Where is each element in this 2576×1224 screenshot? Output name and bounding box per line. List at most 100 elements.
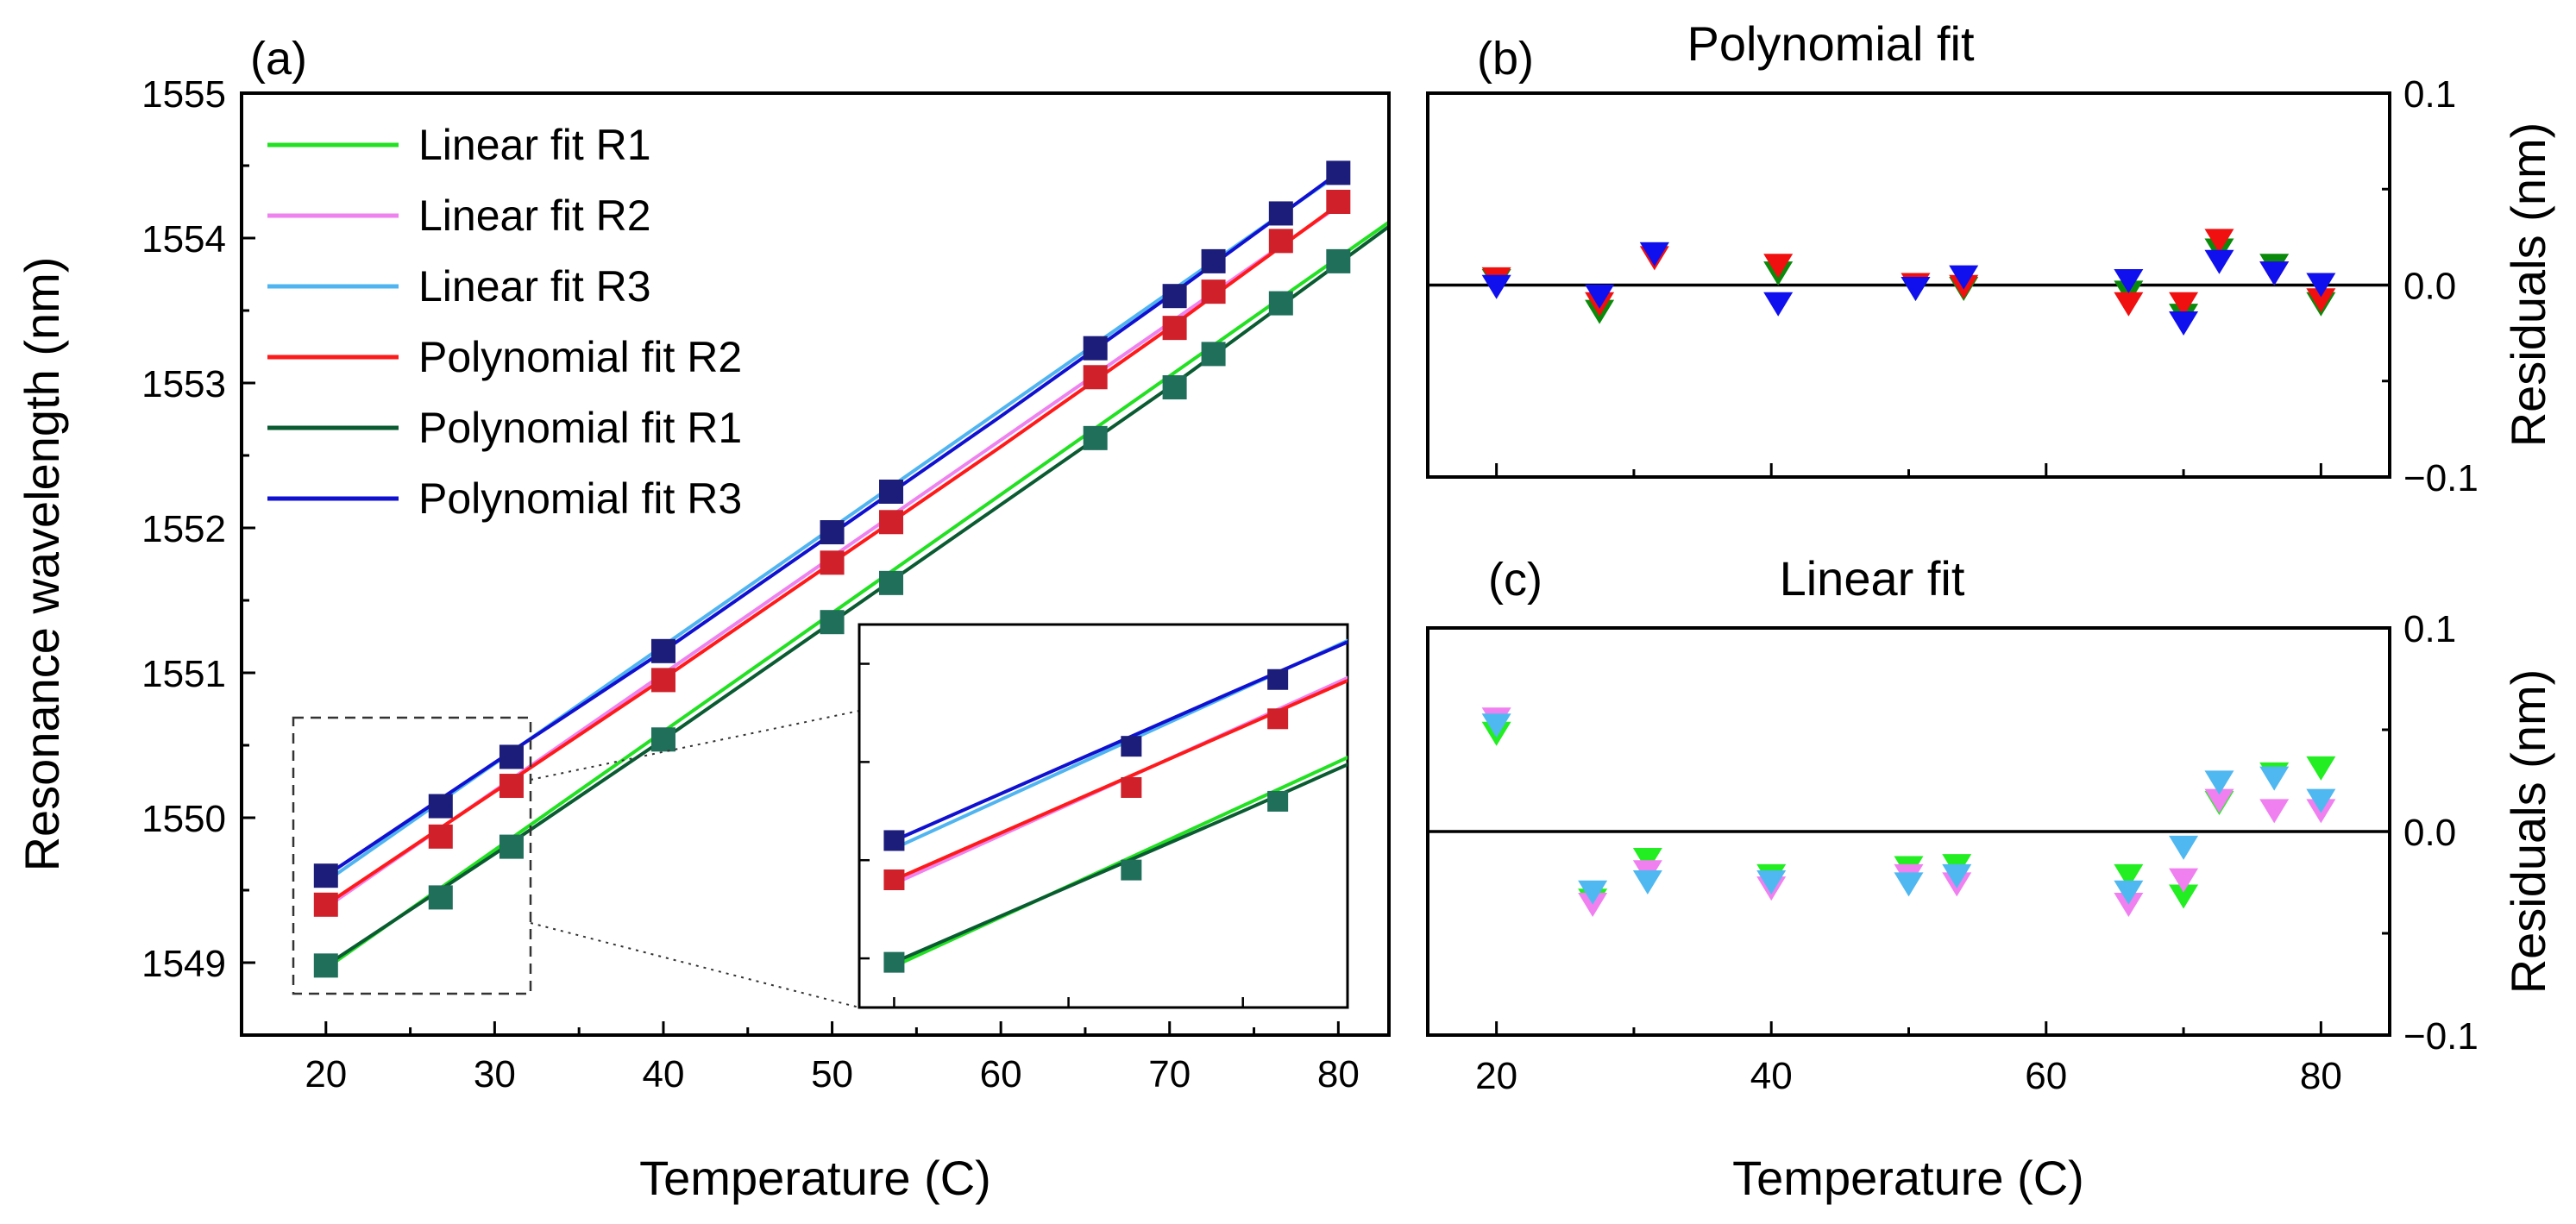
- residual-point-r3: [1578, 880, 1608, 905]
- data-point-r2: [820, 550, 845, 575]
- data-point-r1: [313, 953, 338, 978]
- residual-point-r3: [1942, 863, 1972, 888]
- y-tick-label: 0.0: [2403, 266, 2456, 308]
- residual-point-r3: [2306, 273, 2336, 298]
- residual-point-r2: [2259, 799, 2290, 824]
- residual-point-r3: [1481, 274, 1511, 299]
- residual-point-r3: [2204, 249, 2234, 274]
- panel-c-label: (c): [1488, 554, 1542, 606]
- residual-point-r3: [1763, 292, 1794, 317]
- panel-c: (c) Linear fit 0.1 0.0 −0.1 20 40 60 80 Temper…: [1426, 551, 2555, 1205]
- residual-point-r3: [2259, 766, 2290, 791]
- legend-label: Linear fit R3: [418, 262, 651, 311]
- x-tick-label: 40: [1750, 1055, 1793, 1097]
- residual-point-r3: [2259, 261, 2290, 286]
- inset-fit-line: [893, 756, 1348, 969]
- x-tick-label: 20: [305, 1053, 347, 1095]
- residual-point-r3: [1949, 265, 1979, 290]
- data-point-r2: [313, 892, 338, 917]
- residual-point-r3: [2114, 269, 2144, 294]
- panel-b-label: (b): [1477, 33, 1534, 85]
- residual-point-r2: [2169, 868, 2199, 893]
- y-tick-label: 1555: [141, 73, 226, 116]
- y-tick-label: 1554: [141, 218, 226, 260]
- zoom-region-box: [292, 716, 532, 995]
- data-point-r2: [1162, 316, 1187, 341]
- data-point-r3: [1201, 248, 1226, 273]
- inset-data-point: [1121, 776, 1142, 798]
- panel-b: (b) Polynomial fit 0.1 0.0 −0.1 Residuals …: [1426, 16, 2555, 499]
- data-point-r3: [1326, 160, 1351, 185]
- data-point-r3: [1268, 201, 1293, 226]
- data-point-r1: [428, 885, 453, 910]
- inset-fit-line: [893, 763, 1348, 964]
- data-point-r3: [1162, 284, 1187, 309]
- inset-data-point: [1121, 859, 1142, 881]
- data-point-r1: [1201, 342, 1226, 367]
- residual-point-r2: [2306, 288, 2336, 313]
- residual-point-r3: [2114, 880, 2144, 905]
- legend-label: Linear fit R2: [418, 191, 651, 240]
- data-point-r2: [1201, 279, 1226, 304]
- data-point-r2: [1083, 365, 1108, 390]
- x-tick-label: 80: [2300, 1055, 2342, 1097]
- panel-b-ylabel: Residuals (nm): [2501, 122, 2555, 448]
- panel-c-xlabel: Temperature (C): [1732, 1151, 2084, 1205]
- residual-point-r3: [1585, 284, 1615, 309]
- y-tick-label: 0.0: [2403, 812, 2456, 854]
- panel-a: (a) 20 30 40 50 60 70 80 1549 1550 1551 1552 1553 15…: [15, 33, 1391, 1205]
- residual-point-r1: [1632, 848, 1662, 873]
- data-point-r1: [1268, 291, 1293, 316]
- x-tick-label: 70: [1148, 1053, 1191, 1095]
- inset-data-point: [883, 951, 905, 973]
- residual-point-r3: [1894, 872, 1924, 897]
- y-tick-label: 1549: [141, 943, 226, 985]
- residual-point-r3: [1632, 870, 1662, 894]
- x-tick-label: 30: [474, 1053, 516, 1095]
- y-tick-label: 1552: [141, 508, 226, 550]
- x-tick-label: 50: [811, 1053, 853, 1095]
- data-point-r1: [1083, 425, 1108, 450]
- data-point-r1: [1162, 375, 1187, 400]
- legend-label: Polynomial fit R2: [418, 333, 742, 381]
- zoom-connector: [530, 710, 860, 781]
- y-tick-label: 0.1: [2403, 608, 2456, 650]
- residual-point-r1: [2169, 884, 2199, 909]
- data-point-r1: [1326, 248, 1351, 273]
- panel-a-label: (a): [250, 33, 307, 85]
- inset-data-point: [883, 869, 905, 890]
- data-point-r2: [1326, 190, 1351, 214]
- data-point-r1: [879, 570, 904, 595]
- data-point-r2: [879, 510, 904, 535]
- residual-point-r3: [1901, 276, 1931, 301]
- residual-point-r2: [2114, 292, 2144, 317]
- data-point-r2: [1268, 229, 1293, 254]
- residual-point-r3: [1481, 713, 1511, 738]
- data-point-r3: [499, 744, 524, 769]
- data-point-r1: [820, 610, 845, 635]
- data-point-r3: [1083, 336, 1108, 361]
- data-point-r3: [313, 863, 338, 888]
- residual-point-r3: [1639, 242, 1669, 267]
- data-point-r2: [499, 774, 524, 799]
- residual-point-r2: [2204, 788, 2234, 813]
- x-tick-label: 60: [980, 1053, 1022, 1095]
- legend-label: Polynomial fit R1: [418, 404, 742, 452]
- y-tick-label: 0.1: [2403, 73, 2456, 116]
- data-point-r1: [499, 834, 524, 859]
- data-point-r2: [650, 668, 675, 693]
- residual-point-r3: [2169, 835, 2199, 860]
- inset-data-point: [1267, 668, 1289, 690]
- x-tick-label: 60: [2025, 1055, 2067, 1097]
- y-tick-label: 1553: [141, 363, 226, 405]
- residual-point-r2: [1763, 254, 1794, 279]
- panel-b-title: Polynomial fit: [1687, 16, 1974, 71]
- residual-point-r3: [1756, 870, 1787, 894]
- data-point-r1: [650, 727, 675, 752]
- inset-data-point: [1121, 736, 1142, 757]
- legend-label: Linear fit R1: [418, 121, 651, 169]
- residual-point-r1: [2306, 756, 2336, 781]
- residual-point-r1: [2114, 863, 2144, 888]
- residual-point-r3: [2306, 788, 2336, 813]
